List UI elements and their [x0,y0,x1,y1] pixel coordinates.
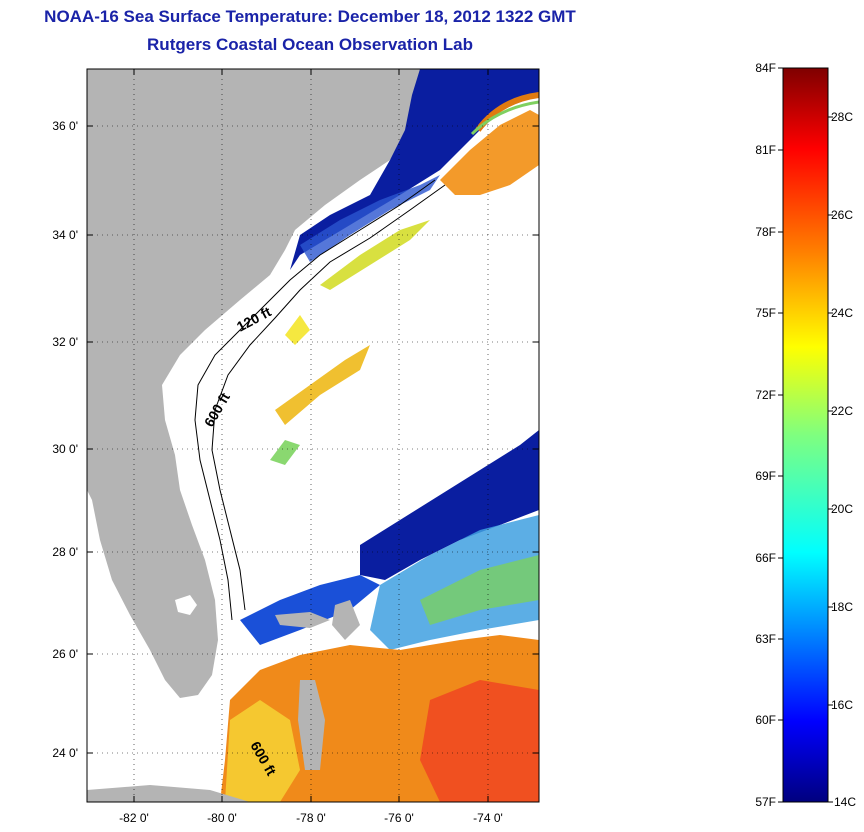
colorbar-f-label: 81F [755,143,776,157]
island-andros [298,680,325,770]
cold-water-band-2 [240,575,380,645]
lat-label: 24 0' [52,746,78,760]
mixed-water-south [370,515,539,650]
green-water-south [420,555,539,625]
contour-600ft [211,184,446,611]
lat-label: 36 0' [52,119,78,133]
colorbar-c-label: 24C [831,306,853,320]
map-title: NOAA-16 Sea Surface Temperature: Decembe… [44,7,576,26]
colorbar-c-label: 26C [831,208,853,222]
lon-label: -74 0' [473,811,503,825]
lon-label: -76 0' [384,811,414,825]
colorbar-c-label: 18C [831,600,853,614]
colorbar-c-label: 16C [831,698,853,712]
colorbar-c-label: 22C [831,404,853,418]
hot-water-south [420,680,539,802]
warm-water-north [440,110,539,195]
lat-label: 26 0' [52,647,78,661]
contour-120ft [194,179,436,621]
lat-label: 30 0' [52,442,78,456]
lat-label: 34 0' [52,228,78,242]
lon-label: -80 0' [207,811,237,825]
colorbar-f-label: 60F [755,713,776,727]
colorbar-f-label: 63F [755,632,776,646]
colorbar-ticks [778,67,833,803]
colorbar-c-label: 28C [831,110,853,124]
map-plot-area [87,69,539,802]
colorbar-f-label: 75F [755,306,776,320]
lon-label: -82 0' [119,811,149,825]
plot-frame [86,68,540,803]
island-grand-bahama [275,612,330,628]
cold-water-band [360,430,539,580]
green-ring [470,100,539,136]
colorbar-c-label: 14C [834,795,856,809]
graticule [87,69,539,802]
warm-streak-1 [320,220,430,290]
axis-ticks [87,69,539,802]
colorbar-gradient [782,67,829,803]
colorbar-f-label: 66F [755,551,776,565]
yellow-water-south [225,700,300,802]
map-subtitle: Rutgers Coastal Ocean Observation Lab [147,35,473,54]
cuba-land [87,785,250,802]
warm-streak-3 [285,315,310,345]
lat-label: 32 0' [52,335,78,349]
lat-label: 28 0' [52,545,78,559]
colorbar-f-label: 69F [755,469,776,483]
colorbar-c-label: 20C [831,502,853,516]
warm-streak-2 [275,345,370,425]
colorbar: 84F 81F 78F 75F 72F 69F 66F 63F 60F 57F … [755,61,856,809]
colorbar-f-label: 78F [755,225,776,239]
colorbar-f-label: 57F [755,795,776,809]
cold-water-shelf [300,175,440,262]
colorbar-f-label: 84F [755,61,776,75]
lon-label: -78 0' [296,811,326,825]
lake-okeechobee [175,595,197,615]
land-mass [87,69,420,698]
colorbar-f-label: 72F [755,388,776,402]
green-streak [270,440,300,465]
island-abaco [332,600,360,640]
